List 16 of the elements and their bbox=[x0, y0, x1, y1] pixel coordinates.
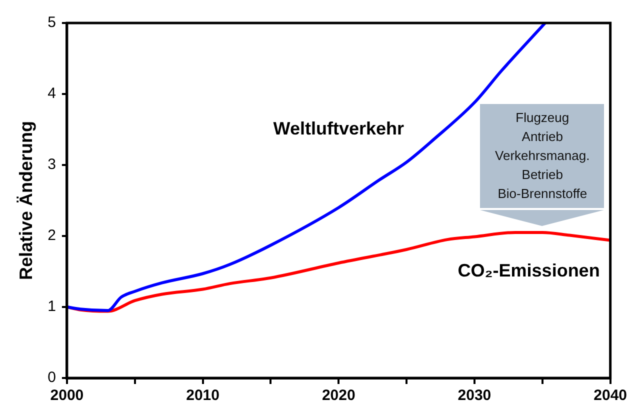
x-tick-label: 2000 bbox=[50, 387, 84, 404]
x-tick-label: 2020 bbox=[322, 387, 356, 404]
y-axis-title: Relative Änderung bbox=[16, 120, 36, 280]
y-tick-label: 1 bbox=[48, 298, 56, 316]
series-label: CO₂-Emissionen bbox=[458, 260, 600, 280]
y-tick-label: 0 bbox=[48, 369, 56, 386]
y-tick-label: 5 bbox=[48, 14, 56, 32]
annotation: Flugzeug Antrieb Verkehrsmanag. Betrieb Bio-Brennstoffe bbox=[494, 109, 591, 204]
y-tick-label: 2 bbox=[48, 227, 56, 244]
series-label: Weltluftverkehr bbox=[273, 118, 404, 138]
y-tick-label: 3 bbox=[48, 156, 56, 174]
x-tick-label: 2010 bbox=[186, 387, 220, 404]
x-tick-label: 2030 bbox=[458, 387, 492, 404]
x-tick-label: 2040 bbox=[594, 387, 628, 404]
line-series bbox=[66, 230, 610, 313]
y-tick-label: 4 bbox=[48, 85, 56, 102]
